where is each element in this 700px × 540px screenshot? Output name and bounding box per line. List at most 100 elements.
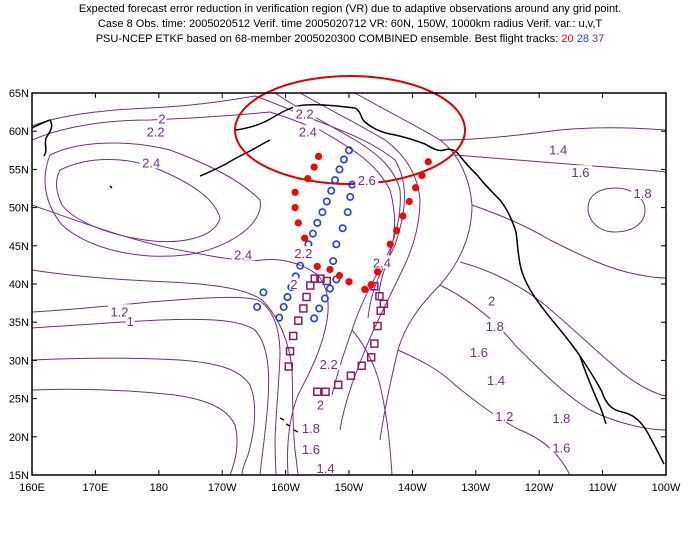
track-37-point xyxy=(375,291,384,301)
contour-labels: 22.22.42.22.42.61.41.61.82.4 2.22.4221.21… xyxy=(107,106,655,476)
coastline-alaska-aleutians xyxy=(235,104,479,177)
track-20-point xyxy=(424,158,432,166)
contour-label: 2.2 xyxy=(296,106,314,121)
track-28-point xyxy=(253,302,262,311)
contour-label: 1.8 xyxy=(486,319,504,334)
track-28-point xyxy=(259,288,268,297)
track-28-point xyxy=(329,257,338,266)
track-28-point xyxy=(327,186,336,195)
x-tick-label: 110W xyxy=(589,482,618,494)
track-28-point xyxy=(335,165,344,174)
figure-title: Expected forecast error reduction in ver… xyxy=(0,2,700,47)
contour-label-bg xyxy=(370,255,394,269)
contour-label-bg xyxy=(317,356,341,370)
x-tick-label: 160E xyxy=(19,482,45,494)
contour-label: 1 xyxy=(127,314,134,329)
track-28-point xyxy=(313,218,322,227)
track-purple-label: 37 xyxy=(592,33,605,45)
contour-label: 1.4 xyxy=(487,373,505,388)
x-tick-label: 170W xyxy=(208,482,237,494)
contour-label-bg xyxy=(293,106,317,120)
x-tick-label: 100W xyxy=(652,482,681,494)
track-28-point xyxy=(308,229,317,238)
contour-line xyxy=(32,388,238,475)
track-28-point xyxy=(320,294,329,303)
track-20-point xyxy=(367,281,375,289)
x-tick-label: 170E xyxy=(83,482,109,494)
contour-label: 1.6 xyxy=(302,442,320,457)
track-20-point xyxy=(392,226,401,235)
track-28-point xyxy=(343,208,352,217)
contour-line xyxy=(299,93,421,431)
contour-line xyxy=(351,329,393,475)
contour-label-bg xyxy=(546,142,570,156)
contour-line xyxy=(44,142,261,257)
y-tick-label: 35N xyxy=(9,317,29,329)
track-37-point xyxy=(310,274,320,283)
track-37-point xyxy=(322,276,332,286)
coastline-baja xyxy=(579,355,607,425)
track-20-point xyxy=(386,240,394,248)
contour-label-bg xyxy=(314,460,338,474)
title-line-3-text: PSU-NCEP ETKF based on 68-member 2005020… xyxy=(95,33,559,45)
track-20-point xyxy=(345,278,353,286)
track-20-point xyxy=(304,174,312,183)
contour-label: 1.2 xyxy=(110,304,128,319)
contour-label: 2 xyxy=(488,294,495,309)
track-37-point xyxy=(370,339,379,348)
contour-label: 2.4 xyxy=(234,248,252,263)
contour-line xyxy=(32,111,271,141)
contour-line xyxy=(354,93,473,441)
track-28-point xyxy=(279,302,288,311)
track-37-point xyxy=(357,361,366,370)
contour-label: 1.6 xyxy=(470,345,488,360)
y-tick-label: 55N xyxy=(9,164,29,176)
y-tick-label: 50N xyxy=(9,203,29,215)
track-37-point xyxy=(379,299,389,309)
track-28-point xyxy=(310,314,319,323)
track-37-point xyxy=(306,281,315,290)
contour-label: 1.8 xyxy=(552,411,570,426)
contour-label-bg xyxy=(467,344,491,358)
contour-label: 1.6 xyxy=(552,440,570,455)
title-line-2: Case 8 Obs. time: 2005020512 Verif. time… xyxy=(97,18,603,30)
axes: 160E 170E 180 170W 160W 150W 140W 130W 120W 110W 1… xyxy=(9,88,681,494)
coastline-aleutian-islands xyxy=(199,139,271,177)
x-tick-label: 160W xyxy=(271,482,300,494)
y-tick-label: 40N xyxy=(9,279,29,291)
contour-label-bg xyxy=(549,440,573,454)
track-20-point xyxy=(291,204,299,212)
track-37-point xyxy=(346,371,356,380)
contour-line xyxy=(56,159,221,243)
track-20-point xyxy=(294,219,302,227)
x-tick-label: 150W xyxy=(335,482,364,494)
track-37-point xyxy=(284,362,294,371)
track-28-point xyxy=(296,261,305,270)
track-20-point xyxy=(373,268,382,276)
contour-label-bg xyxy=(289,276,299,290)
contour-label-bg xyxy=(231,247,255,261)
contour-label-bg xyxy=(299,421,323,435)
contour-line xyxy=(587,187,646,233)
track-28-point xyxy=(318,208,327,217)
contour-label: 1.6 xyxy=(571,165,589,180)
contour-label-bg xyxy=(291,246,315,260)
contour-line xyxy=(454,154,666,173)
track-blue-label: 28 xyxy=(576,33,589,45)
coastline-asia xyxy=(32,119,53,157)
contour-label: 2.4 xyxy=(373,255,391,270)
contour-label-bg xyxy=(549,411,573,425)
track-37-point xyxy=(321,387,330,396)
contour-label: 2.6 xyxy=(358,173,376,188)
track-20-point xyxy=(326,265,334,274)
track-red-label: 20 xyxy=(561,33,574,45)
coastline-hawaii xyxy=(279,417,299,433)
contour-label: 2.2 xyxy=(320,357,338,372)
contour-label: 1.4 xyxy=(317,461,335,476)
track-28-point xyxy=(325,284,334,293)
contour-label: 2.2 xyxy=(294,246,312,261)
track-20-point xyxy=(405,197,413,206)
contour-label-bg xyxy=(315,397,325,411)
track-20-point xyxy=(418,171,426,180)
